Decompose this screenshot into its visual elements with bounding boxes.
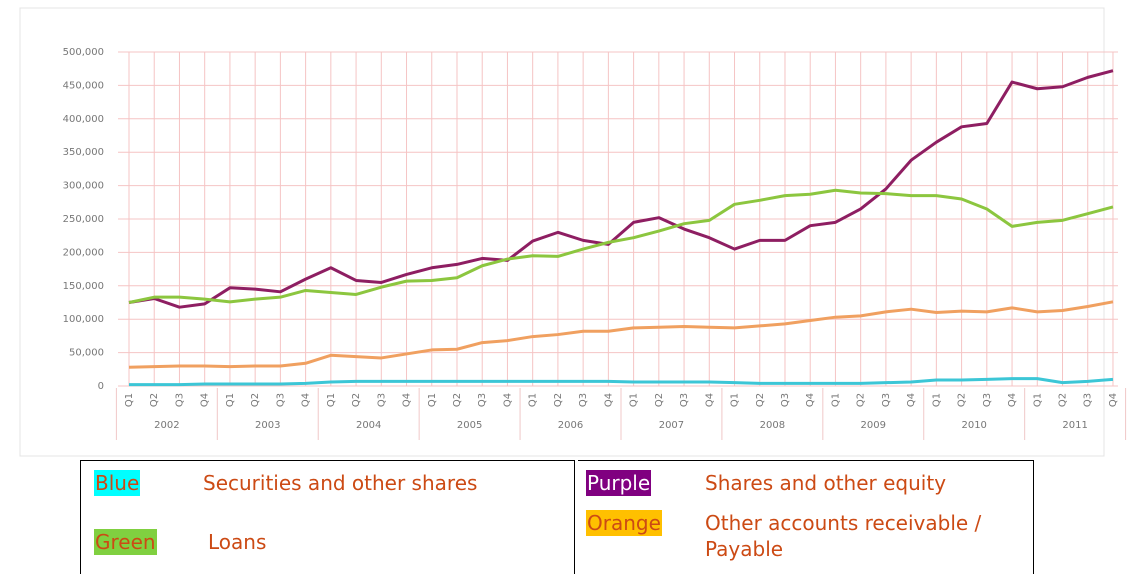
year-label: 2006 xyxy=(558,420,583,431)
y-tick-label: 400,000 xyxy=(63,114,104,125)
y-tick-label: 0 xyxy=(98,381,104,392)
x-tick-label: Q1 xyxy=(326,393,337,407)
x-tick-label: Q1 xyxy=(1032,393,1043,407)
x-tick-label: Q3 xyxy=(578,393,589,407)
x-tick-label: Q3 xyxy=(477,393,488,407)
chart: 0 50,000 100,000 150,000 200,000 250,000 300,0… xyxy=(19,7,1127,457)
x-tick-label: Q1 xyxy=(124,393,135,407)
legend-border xyxy=(80,460,574,461)
x-tick-label: Q1 xyxy=(427,393,438,407)
series-line xyxy=(128,188,1114,304)
x-tick-label: Q2 xyxy=(452,393,463,407)
legend-swatch: Purple xyxy=(586,470,652,496)
x-tick-label: Q4 xyxy=(402,393,413,407)
x-tick-label: Q4 xyxy=(301,393,312,407)
y-tick-label: 450,000 xyxy=(63,80,104,91)
x-tick-label: Q2 xyxy=(351,393,362,407)
year-label: 2005 xyxy=(457,420,482,431)
series-line xyxy=(128,300,1114,369)
x-tick-label: Q4 xyxy=(200,393,211,407)
x-tick-label: Q2 xyxy=(1058,393,1069,407)
y-tick-label: 250,000 xyxy=(63,214,104,225)
legend-border xyxy=(574,460,575,574)
x-tick-label: Q1 xyxy=(830,393,841,407)
x-tick-label: Q4 xyxy=(906,393,917,407)
x-tick-label: Q1 xyxy=(629,393,640,407)
year-label: 2003 xyxy=(255,420,280,431)
x-tick-label: Q3 xyxy=(174,393,185,407)
y-tick-label: 100,000 xyxy=(63,314,104,325)
x-tick-label: Q3 xyxy=(982,393,993,407)
x-tick-label: Q1 xyxy=(730,393,741,407)
year-label: 2008 xyxy=(760,420,785,431)
y-tick-label: 350,000 xyxy=(63,147,104,158)
legend-border xyxy=(578,460,1034,461)
legend-label: Shares and other equity xyxy=(705,471,947,495)
x-tick-label: Q4 xyxy=(1108,393,1119,407)
x-tick-label: Q4 xyxy=(1007,393,1018,407)
x-tick-label: Q4 xyxy=(502,393,513,407)
year-label: 2011 xyxy=(1062,420,1087,431)
series-line xyxy=(128,69,1114,309)
y-tick-label: 150,000 xyxy=(63,281,104,292)
x-tick-label: Q3 xyxy=(1083,393,1094,407)
x-tick-label: Q3 xyxy=(780,393,791,407)
x-tick-label: Q4 xyxy=(805,393,816,407)
x-tick-label: Q1 xyxy=(225,393,236,407)
year-label: 2010 xyxy=(961,420,986,431)
x-tick-label: Q4 xyxy=(603,393,614,407)
y-tick-label: 200,000 xyxy=(63,247,104,258)
legend-swatch: Orange xyxy=(586,510,662,536)
y-tick-label: 50,000 xyxy=(69,348,104,359)
series-line xyxy=(129,377,1114,387)
x-tick-label: Q2 xyxy=(654,393,665,407)
legend-border xyxy=(1033,460,1034,574)
x-tick-label: Q3 xyxy=(679,393,690,407)
legend-border xyxy=(80,460,81,574)
x-tick-label: Q2 xyxy=(250,393,261,407)
x-tick-label: Q4 xyxy=(704,393,715,407)
x-tick-label: Q2 xyxy=(856,393,867,407)
legend-label: Securities and other shares xyxy=(203,471,478,495)
x-tick-label: Q3 xyxy=(376,393,387,407)
legend-swatch: Green xyxy=(94,529,157,555)
y-tick-label: 300,000 xyxy=(63,181,104,192)
y-tick-label: 500,000 xyxy=(63,47,104,58)
year-label: 2004 xyxy=(356,420,381,431)
x-tick-label: Q3 xyxy=(275,393,286,407)
x-tick-label: Q2 xyxy=(755,393,766,407)
x-tick-label: Q2 xyxy=(553,393,564,407)
x-tick-label: Q2 xyxy=(957,393,968,407)
chart-frame xyxy=(19,7,1105,457)
legend-label: Loans xyxy=(208,530,267,554)
x-tick-label: Q3 xyxy=(881,393,892,407)
legend-swatch: Blue xyxy=(94,470,141,496)
year-label: 2009 xyxy=(861,420,886,431)
legend-label: Other accounts receivable / Payable xyxy=(705,511,982,561)
year-label: 2007 xyxy=(659,420,684,431)
x-tick-label: Q1 xyxy=(528,393,539,407)
x-tick-label: Q1 xyxy=(931,393,942,407)
year-label: 2002 xyxy=(154,420,179,431)
x-tick-label: Q2 xyxy=(149,393,160,407)
